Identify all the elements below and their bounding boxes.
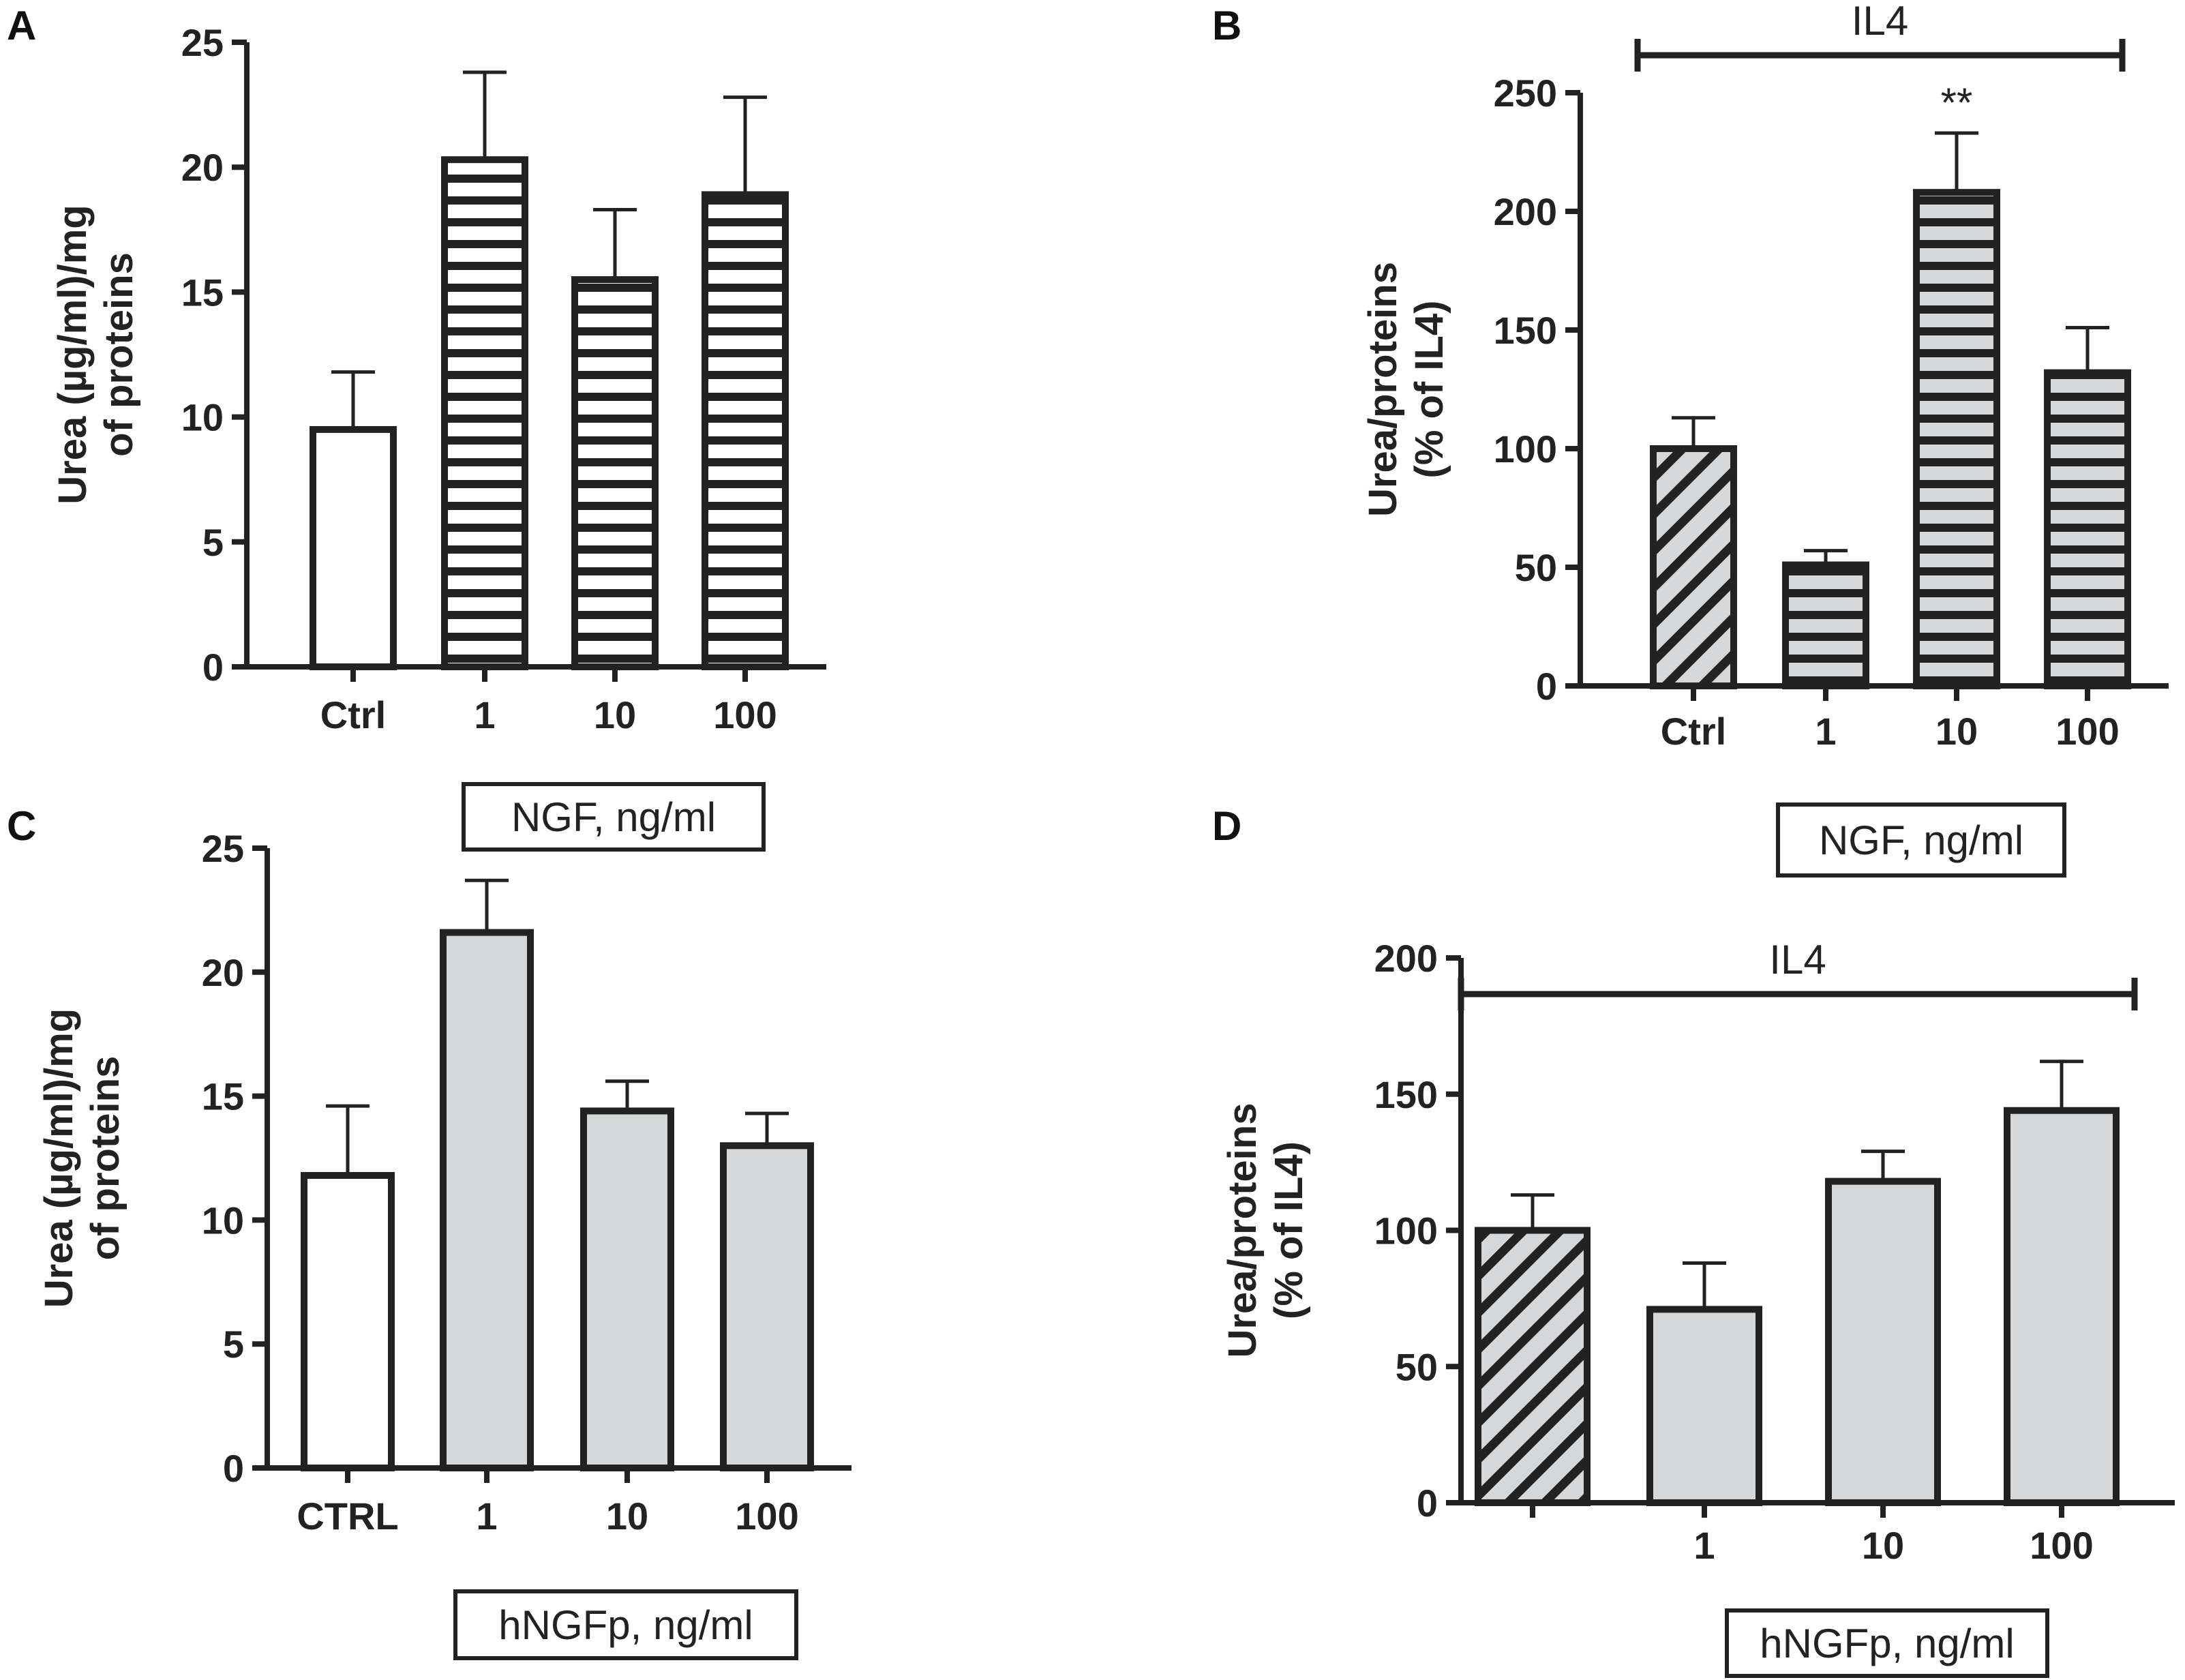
bar-1 [1646,1306,1762,1506]
y-tick-label: 100 [1494,427,1557,470]
y-tick-label: 20 [202,951,244,994]
y-axis-label: Urea/proteins (% of IL4) [1220,1103,1311,1358]
x-tick-label: 100 [713,693,777,736]
y-tick-label: 150 [1494,309,1557,352]
y-axis-label-line: Urea (µg/ml)/mg [37,1008,81,1308]
x-tick-label: 100 [2055,710,2119,753]
y-tick-label: 20 [181,146,224,189]
y-tick-label: 10 [202,1199,244,1242]
bar-ctrl [301,1171,395,1472]
y-tick-label: 15 [181,271,224,314]
y-tick-label: 10 [181,396,224,439]
x-tick-label: 1 [476,1495,497,1537]
y-tick-label: 100 [1374,1210,1438,1252]
il4-bracket-label: IL4 [1769,937,1826,982]
y-axis-label-line: (% of IL4) [1267,1141,1311,1319]
y-axis-label-line: of proteins [97,252,141,457]
y-tick-label: 200 [1494,190,1557,233]
bar-1 [1782,561,1869,690]
significance-label: ** [1941,80,1973,125]
panel-letter-a: A [7,3,36,48]
y-tick-label: 0 [1536,665,1557,708]
y-tick-label: 0 [202,646,224,689]
x-tick-label: 1 [474,693,495,736]
y-axis-label: Urea (µg/ml)/mg of proteins [50,205,141,504]
bar-10 [1825,1178,1941,1506]
x-tick-label: Ctrl [320,693,386,736]
bar-il4-only [1475,1227,1591,1506]
bar-ctrl [310,425,397,670]
x-tick-label: 10 [1862,1524,1904,1567]
bar-1 [440,929,534,1471]
y-axis-label-line: (% of IL4) [1407,301,1451,479]
y-tick-label: 0 [1417,1482,1438,1525]
y-tick-label: 25 [181,21,224,64]
x-tick-label: 100 [735,1495,798,1537]
x-caption: NGF, ng/ml [511,794,716,840]
x-caption: hNGFp, ng/ml [498,1602,753,1648]
x-tick-label: 10 [606,1495,648,1537]
bar-ctrl [1650,445,1737,689]
y-tick-label: 0 [223,1447,244,1490]
y-tick-label: 150 [1374,1073,1438,1116]
bar-10 [1913,189,2000,690]
bar-1 [441,156,528,670]
y-tick-label: 200 [1374,937,1438,980]
y-axis-label-line: Urea/proteins [1220,1103,1265,1358]
y-axis-label-line: Urea/proteins [1361,262,1405,517]
bar-100 [2004,1107,2120,1506]
panel-letter-b: B [1212,3,1241,48]
x-tick-label: 1 [1815,710,1836,753]
y-axis-label-line: of proteins [83,1056,127,1261]
y-axis-label: Urea (µg/ml)/mg of proteins [37,1008,127,1308]
x-tick-label: 10 [1935,710,1978,753]
y-tick-label: 50 [1515,546,1557,589]
x-tick-label: 10 [594,693,636,736]
bar-100 [2044,369,2131,689]
y-tick-label: 25 [202,827,244,870]
panel-letter-c: C [7,803,36,849]
y-tick-label: 50 [1396,1345,1438,1388]
panel-d-chart: 0 50 100 150 200 1 10 100 IL4 Urea/proteins (% of … [1220,937,2175,1678]
x-caption-box [1776,802,2066,877]
y-axis-label: Urea/proteins (% of IL4) [1361,262,1451,517]
y-tick-label: 250 [1494,72,1557,115]
bar-100 [702,191,789,670]
y-tick-label: 5 [223,1323,244,1366]
bar-100 [720,1142,814,1471]
y-tick-label: 15 [202,1075,244,1118]
x-tick-label: Ctrl [1661,710,1726,753]
x-caption-box [1725,1608,2049,1678]
panel-a-chart: 0 5 10 15 20 25 Ctrl 1 10 100 Urea (µg/ml)/mg of pr… [50,21,826,852]
x-caption-box [453,1589,798,1660]
y-axis-label-line: Urea (µg/ml)/mg [50,205,95,504]
bar-10 [571,276,659,670]
bar-10 [580,1107,674,1471]
x-tick-label: 1 [1693,1524,1715,1567]
x-tick-label: CTRL [297,1495,398,1537]
panel-letter-d: D [1212,803,1241,849]
x-caption: hNGFp, ng/ml [1760,1621,2014,1666]
panel-b-chart: 0 50 100 150 200 250 Ctrl 1 10 100 ** IL4 Urea/prote… [1361,0,2169,877]
il4-bracket-label: IL4 [1852,0,1908,44]
x-caption-box [462,782,766,852]
x-caption: NGF, ng/ml [1819,817,2023,863]
panel-c-chart: 0 5 10 15 20 25 CTRL 1 10 100 Urea (µg/ml)/mg of pr… [37,827,852,1660]
x-tick-label: 100 [2030,1524,2093,1567]
y-tick-label: 5 [202,521,224,564]
